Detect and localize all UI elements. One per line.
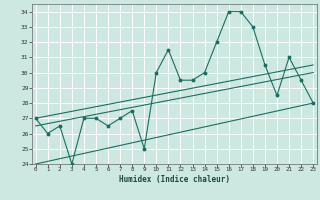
X-axis label: Humidex (Indice chaleur): Humidex (Indice chaleur): [119, 175, 230, 184]
